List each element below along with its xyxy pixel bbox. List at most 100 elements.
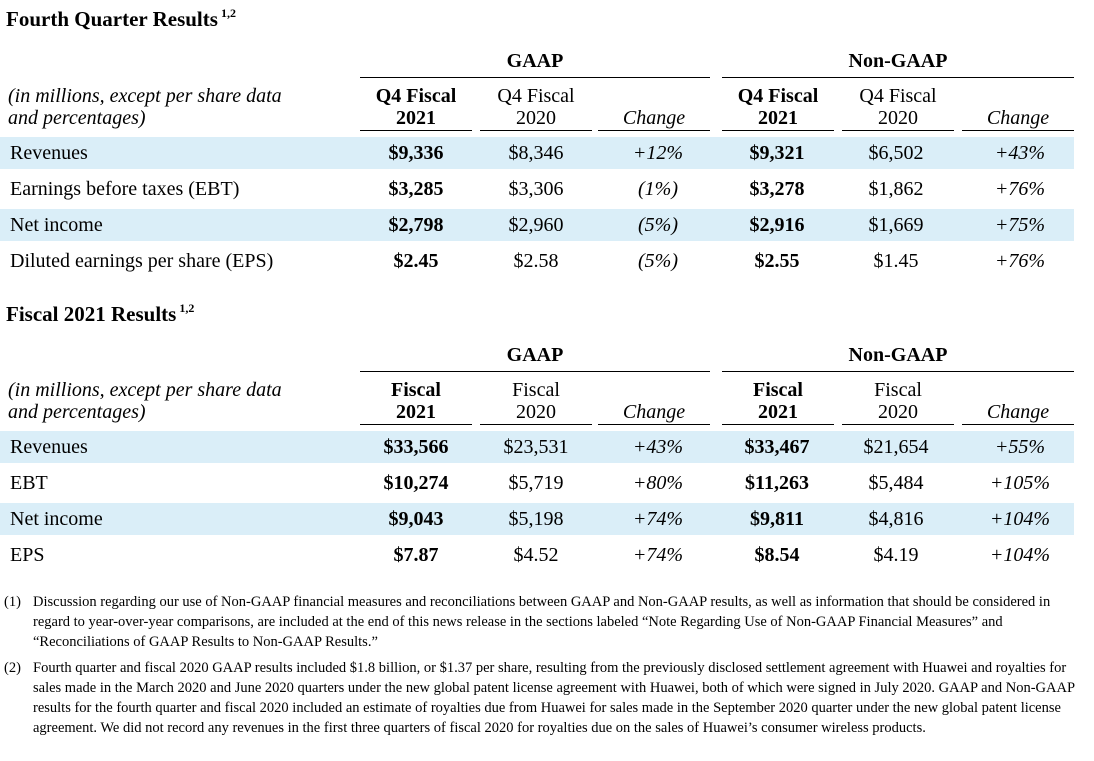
nongaap-current-value: $8.54: [754, 544, 800, 566]
gaap-current-value: $2,798: [388, 214, 444, 236]
q4-gaap-col-prior: Q4 Fiscal 2020: [480, 85, 592, 129]
q4-nongaap-col-prior: Q4 Fiscal 2020: [842, 85, 954, 129]
nongaap-prior-value: $1,862: [868, 178, 924, 200]
fy-units-line1: (in millions, except per share data: [8, 379, 282, 401]
fy-nongaap-col-current-line1: Fiscal: [753, 379, 803, 401]
gaap-prior-value: $5,719: [508, 472, 564, 494]
q4-nongaap-col-prior-line1: Q4 Fiscal: [859, 85, 937, 107]
table-row: Diluted earnings per share (EPS) $2.45 $…: [0, 245, 1074, 277]
gaap-prior-value: $5,198: [508, 508, 564, 530]
fy-gaap-col-change-underline: [598, 424, 710, 425]
nongaap-current-value: $9,321: [749, 142, 805, 164]
fy-nongaap-col-change-underline: [962, 424, 1074, 425]
q4-title-footnote-ref: 1,2: [220, 6, 236, 20]
q4-gaap-col-current-line2: 2021: [396, 107, 436, 129]
fy-nongaap-col-prior-line2: 2020: [878, 401, 918, 423]
q4-gaap-rule: [360, 77, 710, 78]
nongaap-prior-value: $6,502: [868, 142, 924, 164]
q4-gaap-col-prior-line1: Q4 Fiscal: [497, 85, 575, 107]
row-label: Net income: [10, 214, 103, 236]
nongaap-current-value: $11,263: [745, 472, 809, 494]
row-label: EPS: [10, 544, 45, 566]
nongaap-current-value: $3,278: [749, 178, 805, 200]
q4-gaap-col-prior-underline: [480, 130, 592, 131]
gaap-current-value: $7.87: [393, 544, 439, 566]
q4-nongaap-header: Non-GAAP: [848, 50, 948, 72]
gaap-prior-value: $2,960: [508, 214, 564, 236]
footnote-marker: (1): [4, 594, 21, 610]
gaap-change-value: +12%: [632, 142, 684, 164]
nongaap-prior-value: $5,484: [868, 472, 924, 494]
fy-nongaap-col-prior-underline: [842, 424, 954, 425]
nongaap-prior-value: $4,816: [868, 508, 924, 530]
nongaap-change-value: +75%: [994, 214, 1046, 236]
gaap-change-value: +74%: [632, 544, 684, 566]
gaap-current-value: $33,566: [383, 436, 449, 458]
nongaap-change-value: +55%: [994, 436, 1046, 458]
gaap-change-value: (5%): [638, 250, 678, 272]
gaap-prior-value: $23,531: [503, 436, 569, 458]
q4-gaap-col-current-line1: Q4 Fiscal: [375, 85, 457, 107]
q4-gaap-header: GAAP: [506, 50, 564, 72]
fy-nongaap-col-current-line2: 2021: [758, 401, 798, 423]
q4-nongaap-col-change-underline: [962, 130, 1074, 131]
nongaap-prior-value: $4.19: [873, 544, 919, 566]
nongaap-change-value: +104%: [989, 508, 1051, 530]
nongaap-prior-value: $21,654: [863, 436, 929, 458]
q4-section-title: Fourth Quarter Results 1,2: [6, 6, 236, 32]
fy-gaap-col-prior-line2: 2020: [516, 401, 556, 423]
row-label: Net income: [10, 508, 103, 530]
nongaap-change-value: +104%: [989, 544, 1051, 566]
fy-gaap-col-current-line2: 2021: [396, 401, 436, 423]
gaap-current-value: $10,274: [383, 472, 449, 494]
fy-gaap-header: GAAP: [506, 344, 564, 366]
fy-gaap-col-current-line1: Fiscal: [391, 379, 441, 401]
table-row: Earnings before taxes (EBT) $3,285 $3,30…: [0, 173, 1074, 205]
q4-units-line1: (in millions, except per share data: [8, 85, 282, 107]
nongaap-current-value: $2,916: [749, 214, 805, 236]
q4-gaap-col-current-underline: [360, 130, 472, 131]
footnote-marker: (2): [4, 660, 21, 676]
fy-title-text: Fiscal 2021 Results: [6, 302, 177, 326]
gaap-prior-value: $4.52: [513, 544, 559, 566]
q4-nongaap-col-prior-line2: 2020: [878, 107, 918, 129]
row-label: Revenues: [10, 142, 88, 164]
gaap-prior-value: $2.58: [513, 250, 559, 272]
q4-gaap-col-change-underline: [598, 130, 710, 131]
q4-title-text: Fourth Quarter Results: [6, 7, 218, 31]
fy-nongaap-header: Non-GAAP: [848, 344, 948, 366]
fy-units-line2: and percentages): [8, 401, 146, 423]
row-label: Diluted earnings per share (EPS): [10, 250, 274, 272]
gaap-change-value: (5%): [638, 214, 678, 236]
nongaap-change-value: +43%: [994, 142, 1046, 164]
fy-gaap-col-change: Change: [622, 401, 686, 423]
gaap-change-value: +74%: [632, 508, 684, 530]
q4-nongaap-col-prior-underline: [842, 130, 954, 131]
q4-nongaap-col-current-line2: 2021: [758, 107, 798, 129]
nongaap-prior-value: $1.45: [873, 250, 919, 272]
q4-nongaap-col-current-underline: [722, 130, 834, 131]
fy-gaap-col-current-underline: [360, 424, 472, 425]
fy-units-note: (in millions, except per share data and …: [8, 379, 282, 423]
table-row: Net income $9,043 $5,198 +74% $9,811 $4,…: [0, 503, 1074, 535]
gaap-change-value: (1%): [638, 178, 678, 200]
fy-nongaap-col-change: Change: [986, 401, 1050, 423]
fy-nongaap-col-prior-line1: Fiscal: [874, 379, 922, 401]
row-label: Revenues: [10, 436, 88, 458]
q4-nongaap-col-change: Change: [986, 107, 1050, 129]
q4-gaap-col-current: Q4 Fiscal 2021: [360, 85, 472, 129]
nongaap-current-value: $2.55: [754, 250, 800, 272]
q4-nongaap-col-current-line1: Q4 Fiscal: [737, 85, 819, 107]
gaap-current-value: $3,285: [388, 178, 444, 200]
fy-gaap-col-prior: Fiscal 2020: [480, 379, 592, 423]
gaap-current-value: $9,043: [388, 508, 444, 530]
table-row: Net income $2,798 $2,960 (5%) $2,916 $1,…: [0, 209, 1074, 241]
fy-section-title: Fiscal 2021 Results 1,2: [6, 301, 194, 327]
row-label: Earnings before taxes (EBT): [10, 178, 240, 200]
fy-gaap-col-prior-line1: Fiscal: [512, 379, 560, 401]
footnote-text: Fourth quarter and fiscal 2020 GAAP resu…: [33, 660, 1075, 736]
gaap-prior-value: $3,306: [508, 178, 564, 200]
fy-nongaap-rule: [722, 371, 1074, 372]
table-row: Revenues $33,566 $23,531 +43% $33,467 $2…: [0, 431, 1074, 463]
table-row: EBT $10,274 $5,719 +80% $11,263 $5,484 +…: [0, 467, 1074, 499]
